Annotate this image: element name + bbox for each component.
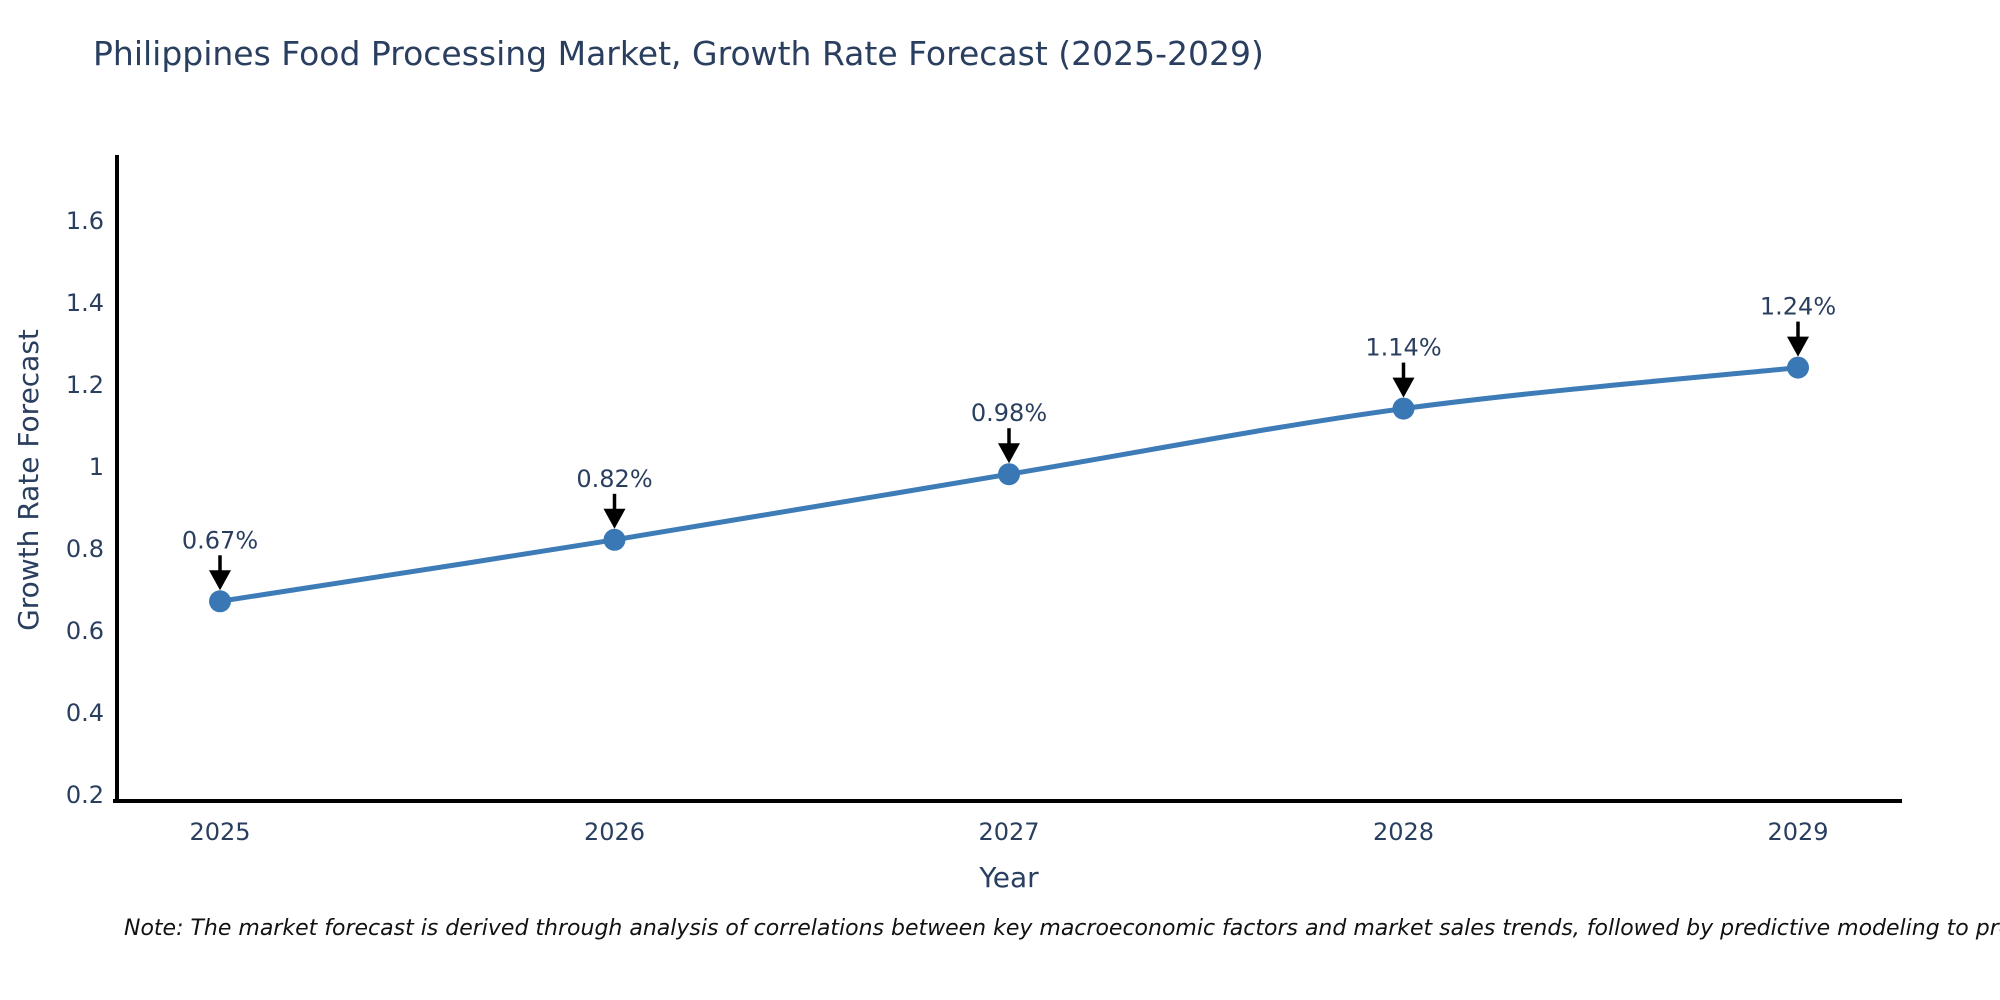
data-point [998,463,1020,486]
x-tick-label: 2026 [584,818,645,846]
y-tick-label: 0.4 [66,699,104,727]
annotation-arrow-head [209,570,231,591]
point-annotation: 0.82% [576,465,652,493]
annotation-arrow-head [603,508,626,529]
chart-title: Philippines Food Processing Market, Grow… [93,34,1264,73]
y-axis-title: Growth Rate Forecast [12,329,45,631]
annotation-arrow-head [998,443,1020,464]
data-point [603,528,626,551]
x-tick-label: 2029 [1767,818,1828,846]
x-tick-label: 2028 [1373,818,1434,846]
point-annotation: 1.14% [1365,334,1441,362]
data-point [1787,356,1809,379]
y-tick-label: 0.8 [66,535,104,563]
point-annotation: 1.24% [1760,293,1836,321]
footnote: Note: The market forecast is derived thr… [124,916,2000,941]
annotation-arrow-head [1787,336,1809,357]
point-annotation: 0.98% [971,399,1047,427]
x-axis-title: Year [978,861,1039,894]
point-annotation: 0.67% [182,526,258,554]
x-tick-label: 2025 [189,818,250,846]
generated-plot-layer: 0.2 0.4 0.6 0.8 1 1.2 1.4 1.6 2025 2026 2027 2028 20… [66,155,1902,846]
y-tick-label: 1 [89,453,104,481]
y-tick-label: 1.2 [66,371,104,399]
annotation-arrow-head [1392,377,1415,398]
data-point [1392,397,1415,420]
y-tick-label: 0.6 [66,617,104,645]
y-tick-label: 0.2 [66,781,104,809]
data-point [209,590,231,613]
y-tick-label: 1.4 [66,289,104,317]
y-tick-label: 1.6 [66,207,104,235]
x-tick-label: 2027 [978,818,1039,846]
